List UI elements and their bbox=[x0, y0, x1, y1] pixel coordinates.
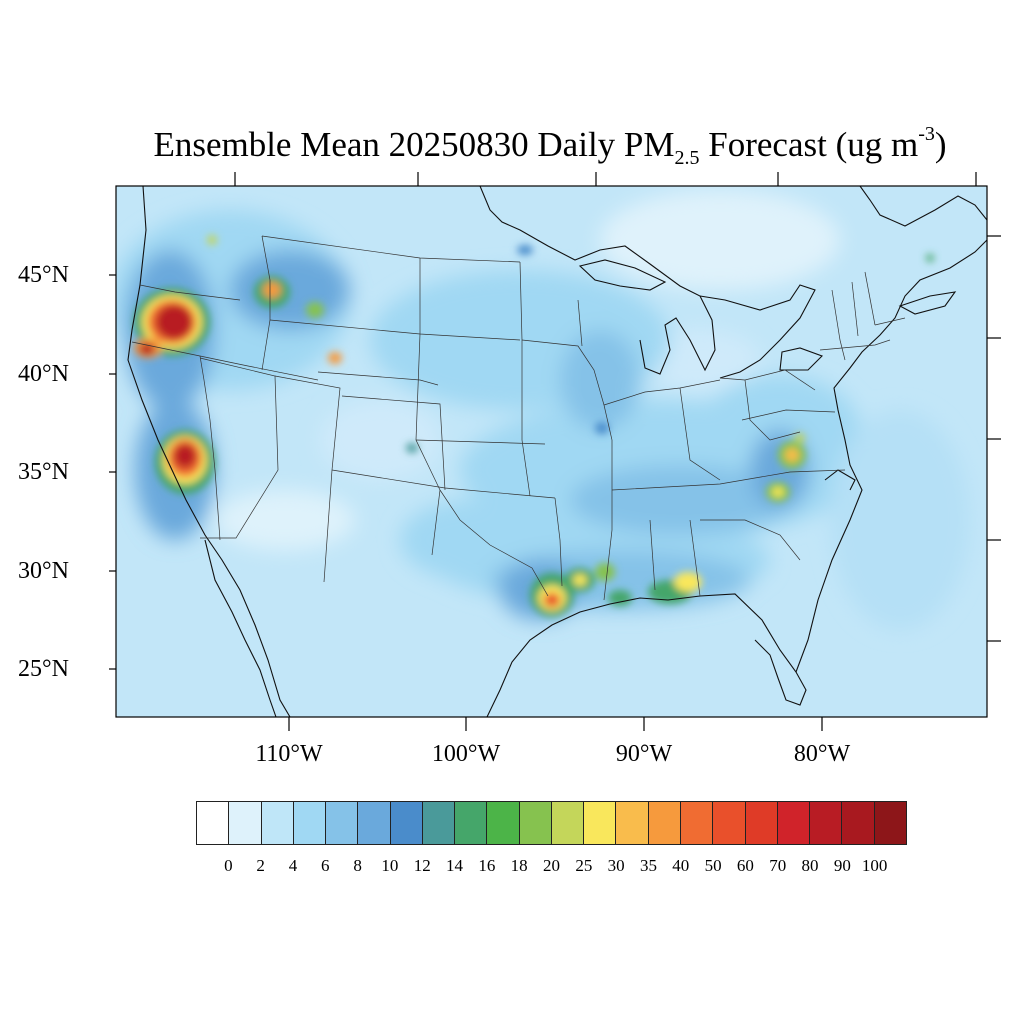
state-boundaries bbox=[131, 235, 906, 601]
colorbar-swatch bbox=[616, 802, 649, 844]
colorbar-tick-label: 60 bbox=[736, 856, 754, 875]
lat-label-35n: 35°N bbox=[18, 459, 69, 485]
colorbar-swatch bbox=[680, 802, 714, 844]
colorbar-tick-label: 18 bbox=[510, 856, 528, 875]
colorbar-tick-label: 4 bbox=[288, 856, 298, 875]
colorbar-swatch bbox=[584, 802, 617, 844]
colorbar-swatch bbox=[261, 802, 294, 844]
colorbar-tick-label: 20 bbox=[543, 856, 560, 875]
colorbar-swatch bbox=[197, 802, 230, 844]
lon-label-80w: 80°W bbox=[793, 741, 851, 767]
colorbar-swatch bbox=[487, 802, 520, 844]
colorbar-swatch bbox=[422, 802, 456, 844]
lat-label-45n: 45°N bbox=[18, 262, 69, 288]
title-main: Ensemble Mean 20250830 Daily PM bbox=[153, 125, 675, 164]
lat-label-40n: 40°N bbox=[18, 361, 69, 387]
colorbar-swatch bbox=[777, 802, 811, 844]
colorbar-tick-label: 12 bbox=[413, 856, 431, 875]
colorbar-swatch bbox=[648, 802, 681, 844]
lat-label-25n: 25°N bbox=[18, 656, 69, 682]
colorbar-tick-label: 14 bbox=[446, 856, 464, 875]
colorbar-tick-label: 2 bbox=[256, 856, 265, 875]
title-superscript: -3 bbox=[918, 123, 935, 145]
coastlines bbox=[127, 186, 987, 717]
map-frame bbox=[115, 185, 988, 718]
colorbar-swatch bbox=[390, 802, 423, 844]
colorbar-tick-label: 50 bbox=[704, 856, 722, 875]
title-subscript: 2.5 bbox=[674, 147, 700, 169]
colorbar-swatch bbox=[358, 802, 391, 844]
colorbar-swatch bbox=[810, 802, 843, 844]
lon-label-90w: 90°W bbox=[615, 741, 673, 767]
colorbar-swatch bbox=[455, 802, 488, 844]
title-unit: Forecast (ug m bbox=[699, 125, 919, 164]
colorbar-tick-label: 30 bbox=[607, 856, 625, 875]
colorbar-tick-label: 8 bbox=[353, 856, 362, 875]
colorbar-swatch bbox=[745, 802, 778, 844]
map-title: Ensemble Mean 20250830 Daily PM2.5 Forec… bbox=[0, 112, 1024, 180]
colorbar-tick-label: 16 bbox=[478, 856, 496, 875]
colorbar-tick-label: 80 bbox=[801, 856, 819, 875]
colorbar-tick-label: 0 bbox=[224, 856, 233, 875]
pm25-field bbox=[116, 190, 970, 630]
colorbar-tick-label: 90 bbox=[833, 856, 851, 875]
colorbar bbox=[196, 801, 907, 845]
colorbar-swatch bbox=[519, 802, 552, 844]
title-unit-close: ) bbox=[934, 125, 947, 164]
colorbar-tick-label: 40 bbox=[672, 856, 690, 875]
colorbar-tick-label: 6 bbox=[321, 856, 330, 875]
colorbar-swatch bbox=[229, 802, 262, 844]
colorbar-swatch bbox=[326, 802, 359, 844]
colorbar-tick-label: 100 bbox=[861, 856, 888, 875]
colorbar-swatch bbox=[842, 802, 875, 844]
map-field bbox=[116, 186, 987, 717]
colorbar-labels: 0 2 4 6 8 10 12 14 16 18 20 25 30 35 40 50 60 70 80 90 100 bbox=[196, 856, 907, 876]
colorbar-tick-label: 70 bbox=[769, 856, 787, 875]
lon-label-100w: 100°W bbox=[431, 741, 501, 767]
colorbar-tick-label: 25 bbox=[575, 856, 593, 875]
colorbar-tick-label: 10 bbox=[381, 856, 399, 875]
colorbar-tick-label: 35 bbox=[639, 856, 657, 875]
pm25-hotspots bbox=[134, 235, 934, 617]
colorbar-swatch bbox=[293, 802, 327, 844]
lon-label-110w: 110°W bbox=[255, 741, 323, 767]
colorbar-swatch bbox=[713, 802, 746, 844]
colorbar-swatch bbox=[874, 802, 906, 844]
axis-ticks bbox=[109, 172, 1001, 731]
colorbar-swatch bbox=[551, 802, 585, 844]
lat-label-30n: 30°N bbox=[18, 558, 69, 584]
